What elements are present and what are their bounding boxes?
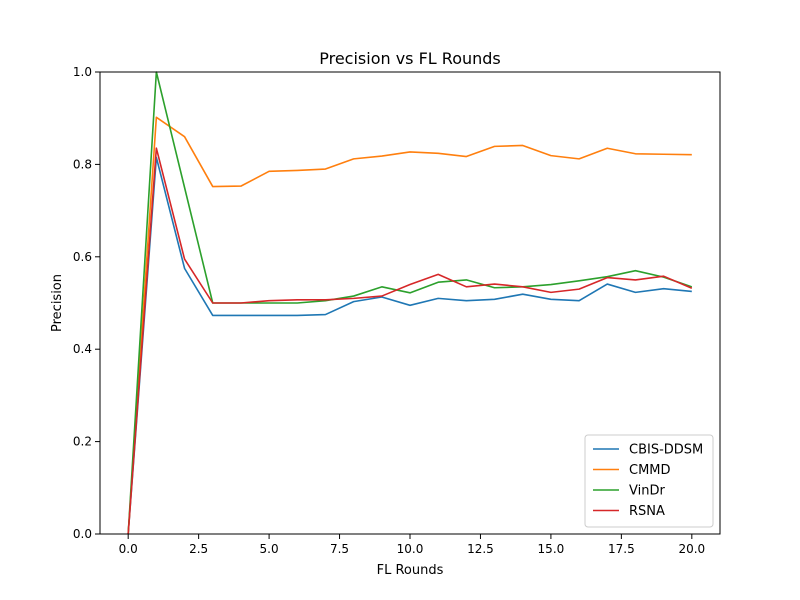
x-tick-label: 15.0	[538, 542, 565, 556]
legend-label: RSNA	[629, 504, 665, 519]
legend: CBIS-DDSM CMMD VinDr RSNA	[584, 434, 714, 528]
series-line-cmmd	[127, 116, 692, 535]
legend-label: CMMD	[629, 463, 671, 478]
x-tick-label: 17.5	[608, 542, 635, 556]
series-line-rsna	[127, 147, 693, 535]
series-line-cbis-ddsm	[127, 156, 692, 535]
x-tick-label: 0.0	[119, 542, 138, 556]
plot-area: 0.0 2.5 5.0 7.5 10.0 12.5 15.0 17.5 20.0 0.0 0.2 0.…	[73, 65, 705, 556]
legend-label: VinDr	[629, 484, 665, 499]
x-tick-label: 7.5	[330, 542, 349, 556]
y-tick-label: 0.4	[73, 342, 92, 356]
y-tick-label: 1.0	[73, 65, 92, 79]
x-tick-label: 5.0	[260, 542, 279, 556]
y-tick-label: 0.6	[73, 250, 92, 264]
y-tick-label: 0.8	[73, 157, 92, 171]
chart-title: Precision vs FL Rounds	[319, 49, 501, 68]
x-tick-label: 2.5	[189, 542, 208, 556]
y-tick-label: 0.0	[73, 527, 92, 541]
x-tick-label: 10.0	[397, 542, 424, 556]
x-axis-label: FL Rounds	[377, 563, 444, 578]
legend-label: CBIS-DDSM	[629, 443, 703, 458]
y-axis-label: Precision	[50, 274, 65, 332]
y-tick-label: 0.2	[73, 435, 92, 449]
x-tick-label: 12.5	[467, 542, 494, 556]
plot-frame	[99, 71, 721, 535]
legend-box	[584, 434, 714, 528]
x-tick-label: 20.0	[678, 542, 705, 556]
